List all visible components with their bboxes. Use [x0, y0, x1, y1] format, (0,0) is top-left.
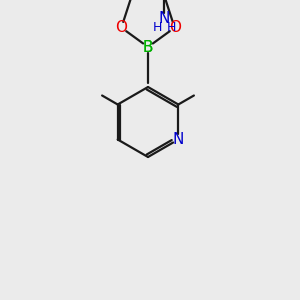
Text: O: O — [169, 20, 181, 35]
Text: H: H — [153, 21, 162, 34]
Text: O: O — [116, 20, 128, 35]
Text: H: H — [167, 21, 176, 34]
Text: N: N — [159, 11, 170, 26]
Text: N: N — [172, 132, 184, 147]
Text: B: B — [143, 40, 153, 55]
Text: B: B — [143, 40, 153, 55]
